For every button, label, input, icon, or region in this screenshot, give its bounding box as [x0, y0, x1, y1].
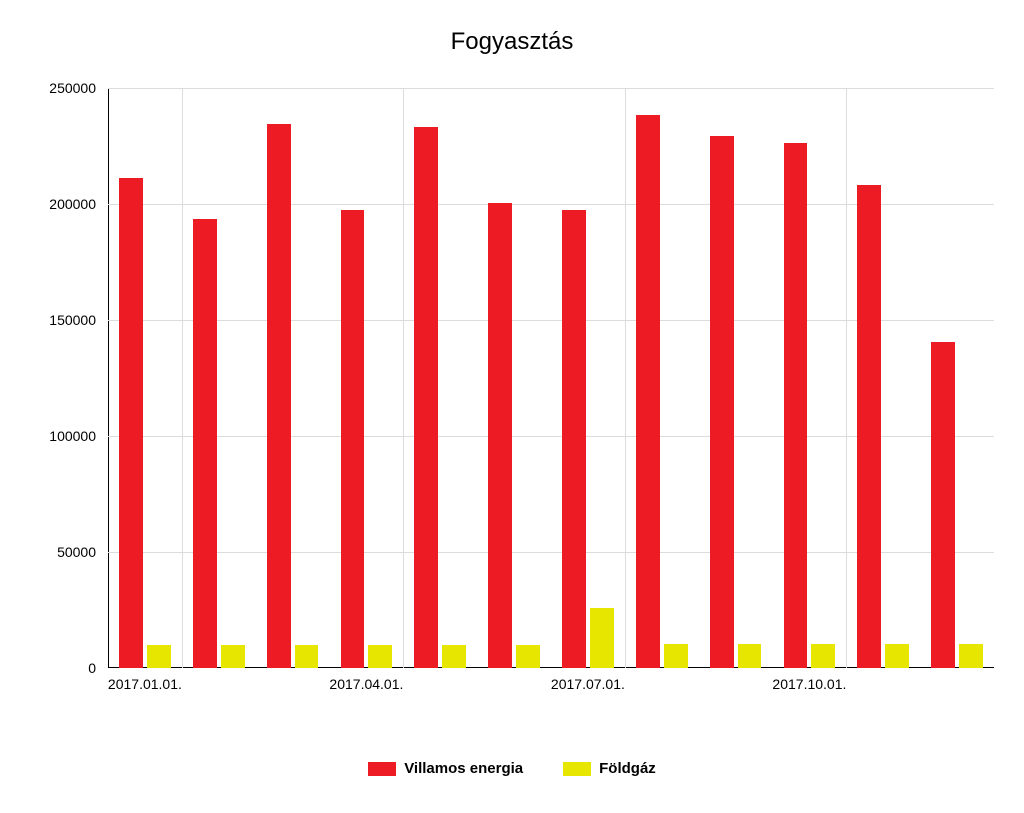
bar [295, 645, 319, 668]
bar [147, 645, 171, 668]
bar [368, 645, 392, 668]
bar [488, 203, 512, 668]
legend: Villamos energia Földgáz [0, 760, 1024, 777]
x-axis-tick-label: 2017.01.01. [108, 676, 182, 692]
gridline-horizontal [108, 88, 994, 89]
legend-swatch [368, 762, 396, 776]
bar [738, 644, 762, 668]
x-axis-tick-label: 2017.10.01. [772, 676, 846, 692]
bar [664, 644, 688, 668]
bar [193, 219, 217, 668]
y-axis-tick-label: 100000 [6, 428, 96, 444]
bar [710, 136, 734, 668]
y-axis-tick-label: 50000 [6, 544, 96, 560]
bar [784, 143, 808, 668]
bar [267, 124, 291, 668]
gridline-vertical [403, 88, 404, 668]
bar [516, 645, 540, 668]
bar [341, 210, 365, 668]
legend-item: Villamos energia [368, 760, 523, 777]
bar [636, 115, 660, 668]
bar [590, 608, 614, 668]
chart-container: Fogyasztás 05000010000015000020000025000… [0, 0, 1024, 813]
legend-item: Földgáz [563, 760, 656, 777]
bar [959, 644, 983, 668]
legend-label: Villamos energia [404, 760, 523, 777]
y-axis-tick-label: 200000 [6, 196, 96, 212]
y-axis-tick-label: 0 [6, 660, 96, 676]
bar [414, 127, 438, 668]
bar [119, 178, 143, 668]
bar [811, 644, 835, 668]
gridline-vertical [846, 88, 847, 668]
bar [885, 644, 909, 668]
y-axis-tick-label: 250000 [6, 80, 96, 96]
legend-swatch [563, 762, 591, 776]
x-axis-tick-label: 2017.07.01. [551, 676, 625, 692]
bar [221, 645, 245, 668]
bar [931, 342, 955, 668]
bar [562, 210, 586, 668]
gridline-vertical [182, 88, 183, 668]
chart-title: Fogyasztás [0, 28, 1024, 56]
bar [442, 645, 466, 668]
gridline-vertical [625, 88, 626, 668]
y-axis-tick-label: 150000 [6, 312, 96, 328]
plot-area: 0500001000001500002000002500002017.01.01… [108, 88, 994, 668]
x-axis-tick-label: 2017.04.01. [329, 676, 403, 692]
bar [857, 185, 881, 668]
legend-label: Földgáz [599, 760, 656, 777]
